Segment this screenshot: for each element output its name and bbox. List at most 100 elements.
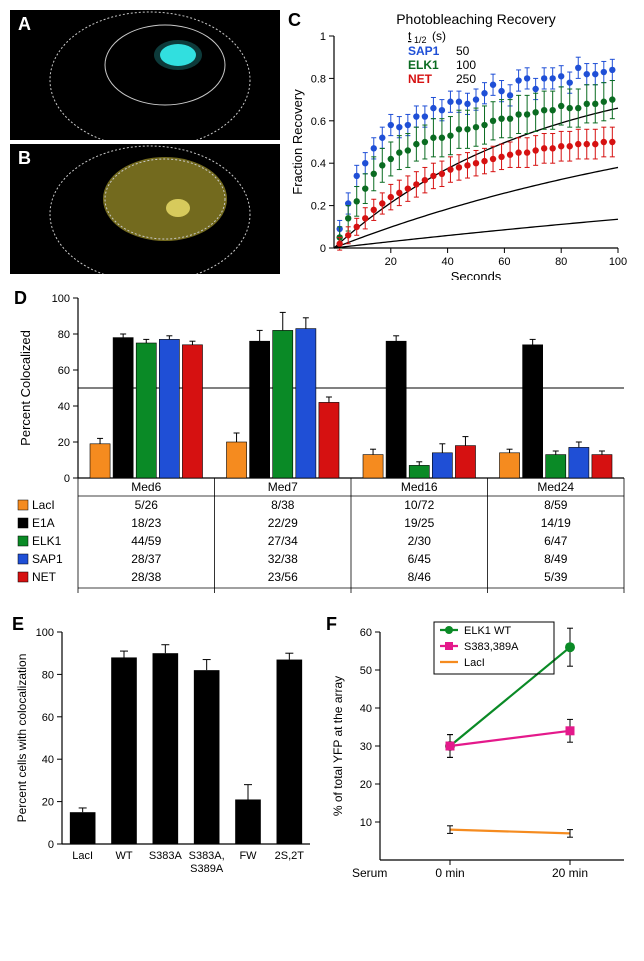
svg-text:8/46: 8/46 bbox=[408, 570, 432, 584]
svg-text:40: 40 bbox=[360, 703, 372, 715]
svg-text:40: 40 bbox=[58, 401, 70, 413]
svg-text:t: t bbox=[408, 29, 412, 43]
row-3: E 020406080100Percent cells with colocal… bbox=[10, 614, 634, 904]
svg-text:14/19: 14/19 bbox=[541, 516, 571, 530]
svg-text:SAP1: SAP1 bbox=[32, 552, 63, 566]
svg-text:ELK1: ELK1 bbox=[408, 58, 439, 72]
nucleus-fill bbox=[103, 157, 227, 241]
svg-text:32/38: 32/38 bbox=[268, 552, 298, 566]
svg-text:Med6: Med6 bbox=[131, 480, 161, 494]
svg-text:10: 10 bbox=[360, 817, 372, 829]
panel-d-label: D bbox=[14, 288, 27, 309]
svg-text:LacI: LacI bbox=[72, 850, 93, 862]
svg-text:2/30: 2/30 bbox=[408, 534, 432, 548]
panel-a-micrograph: A bbox=[10, 10, 280, 140]
svg-text:Percent cells with colocalizat: Percent cells with colocalization bbox=[15, 654, 29, 823]
svg-text:6/47: 6/47 bbox=[544, 534, 568, 548]
svg-text:100: 100 bbox=[609, 256, 627, 268]
svg-text:20: 20 bbox=[58, 437, 70, 449]
svg-text:SAP1: SAP1 bbox=[408, 44, 440, 58]
svg-text:Serum: Serum bbox=[352, 866, 387, 880]
svg-text:1: 1 bbox=[320, 31, 326, 43]
svg-text:NET: NET bbox=[32, 570, 57, 584]
svg-text:50: 50 bbox=[456, 44, 470, 58]
svg-text:80: 80 bbox=[555, 256, 567, 268]
panel-e-label: E bbox=[12, 614, 24, 635]
chart-c-svg: Photobleaching Recovery2040608010000.20.… bbox=[288, 10, 628, 280]
svg-text:10/72: 10/72 bbox=[404, 498, 434, 512]
micrograph-a-svg bbox=[10, 10, 280, 140]
panel-c-chart: C Photobleaching Recovery2040608010000.2… bbox=[288, 10, 628, 280]
svg-text:20: 20 bbox=[42, 797, 54, 809]
cell-outline bbox=[50, 12, 250, 140]
svg-text:Percent Colocalized: Percent Colocalized bbox=[18, 330, 33, 446]
svg-text:44/59: 44/59 bbox=[131, 534, 161, 548]
svg-text:80: 80 bbox=[58, 329, 70, 341]
svg-text:8/38: 8/38 bbox=[271, 498, 295, 512]
svg-text:60: 60 bbox=[42, 712, 54, 724]
svg-text:0.2: 0.2 bbox=[311, 201, 326, 213]
chart-e-svg: 020406080100Percent cells with colocaliz… bbox=[10, 614, 318, 904]
svg-text:5/26: 5/26 bbox=[135, 498, 159, 512]
svg-text:0.4: 0.4 bbox=[311, 158, 326, 170]
micrograph-b-svg bbox=[10, 144, 280, 274]
svg-text:19/25: 19/25 bbox=[404, 516, 434, 530]
svg-text:60: 60 bbox=[360, 627, 372, 639]
svg-text:% of total YFP at the array: % of total YFP at the array bbox=[331, 676, 345, 816]
svg-text:S383A: S383A bbox=[149, 850, 183, 862]
svg-text:5/39: 5/39 bbox=[544, 570, 568, 584]
svg-text:20: 20 bbox=[385, 256, 397, 268]
svg-text:WT: WT bbox=[115, 850, 132, 862]
svg-text:28/37: 28/37 bbox=[131, 552, 161, 566]
svg-text:NET: NET bbox=[408, 72, 433, 86]
chart-d-svg: 0 20 40 60 80 100 Percent Colocalized Med6 Med7 M… bbox=[10, 288, 634, 608]
svg-text:Med7: Med7 bbox=[268, 480, 298, 494]
svg-text:0.8: 0.8 bbox=[311, 73, 326, 85]
panel-b-micrograph: B bbox=[10, 144, 280, 274]
svg-text:S383,389A: S383,389A bbox=[464, 641, 519, 653]
svg-text:50: 50 bbox=[360, 665, 372, 677]
panel-f-label: F bbox=[326, 614, 337, 635]
svg-text:80: 80 bbox=[42, 669, 54, 681]
svg-text:30: 30 bbox=[360, 741, 372, 753]
svg-text:28/38: 28/38 bbox=[131, 570, 161, 584]
svg-text:Med16: Med16 bbox=[401, 480, 438, 494]
svg-text:2S,2T: 2S,2T bbox=[275, 850, 305, 862]
svg-text:60: 60 bbox=[498, 256, 510, 268]
svg-text:0: 0 bbox=[64, 473, 70, 485]
panel-b-label: B bbox=[18, 148, 31, 169]
svg-text:LacI: LacI bbox=[32, 498, 55, 512]
svg-text:100: 100 bbox=[52, 293, 70, 305]
svg-text:(s): (s) bbox=[432, 29, 446, 43]
figure-root: A B C Photob bbox=[10, 10, 634, 904]
panel-f-chart: F 102030405060% of total YFP at the arra… bbox=[324, 614, 632, 904]
row-1: A B C Photob bbox=[10, 10, 634, 280]
svg-text:ELK1 WT: ELK1 WT bbox=[464, 625, 511, 637]
panel-e-chart: E 020406080100Percent cells with colocal… bbox=[10, 614, 318, 904]
svg-text:60: 60 bbox=[58, 365, 70, 377]
svg-text:100: 100 bbox=[456, 58, 476, 72]
cyan-halo bbox=[154, 40, 202, 70]
svg-text:Med24: Med24 bbox=[537, 480, 574, 494]
svg-text:250: 250 bbox=[456, 72, 476, 86]
svg-text:40: 40 bbox=[441, 256, 453, 268]
chart-f-svg: 102030405060% of total YFP at the array0… bbox=[324, 614, 632, 904]
svg-text:0: 0 bbox=[320, 243, 326, 255]
svg-text:40: 40 bbox=[42, 754, 54, 766]
svg-text:S383A,: S383A, bbox=[189, 850, 225, 862]
svg-text:8/49: 8/49 bbox=[544, 552, 568, 566]
svg-text:Seconds: Seconds bbox=[451, 269, 502, 280]
svg-text:0 min: 0 min bbox=[435, 866, 464, 880]
svg-text:0: 0 bbox=[48, 839, 54, 851]
svg-text:0.6: 0.6 bbox=[311, 116, 326, 128]
svg-text:20 min: 20 min bbox=[552, 866, 588, 880]
svg-text:22/29: 22/29 bbox=[268, 516, 298, 530]
svg-text:27/34: 27/34 bbox=[268, 534, 298, 548]
svg-text:LacI: LacI bbox=[464, 657, 485, 669]
svg-text:6/45: 6/45 bbox=[408, 552, 432, 566]
panel-d-chart: D 0 20 40 60 80 100 Percent Colocalized Med6 Med… bbox=[10, 288, 634, 608]
svg-text:ELK1: ELK1 bbox=[32, 534, 62, 548]
svg-text:Fraction Recovery: Fraction Recovery bbox=[290, 89, 305, 195]
svg-text:18/23: 18/23 bbox=[131, 516, 161, 530]
yellow-spot bbox=[166, 199, 190, 217]
